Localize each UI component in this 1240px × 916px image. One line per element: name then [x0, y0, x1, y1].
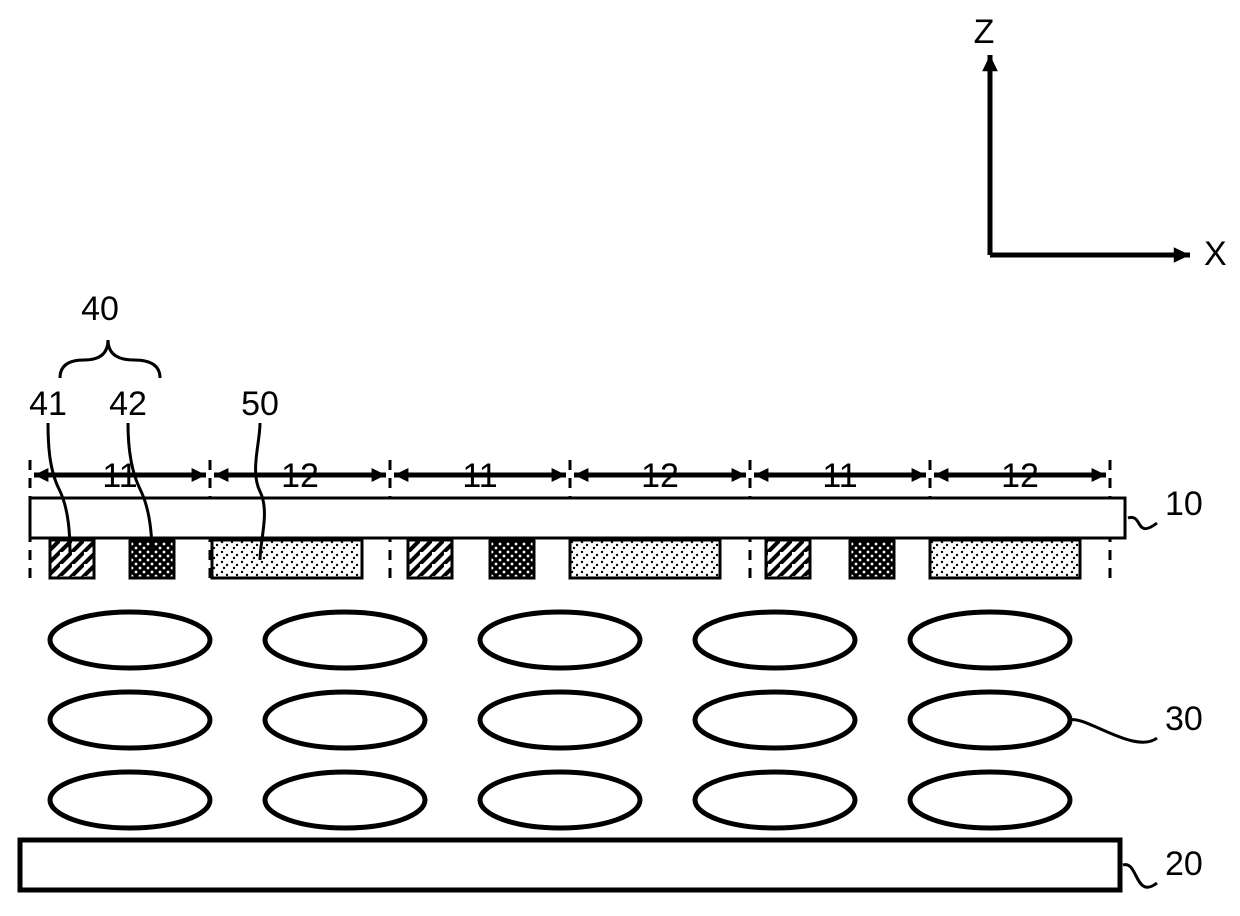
callout-40: 40	[81, 290, 119, 328]
layer-10	[30, 498, 1125, 538]
ellipse-30	[910, 772, 1070, 828]
callout-20: 20	[1165, 845, 1203, 883]
ellipse-30	[265, 612, 425, 668]
ruler-segment-label: 12	[1001, 457, 1039, 495]
block-41	[766, 540, 810, 578]
ellipse-30	[50, 692, 210, 748]
callout-30: 30	[1165, 700, 1203, 738]
ellipse-30	[480, 692, 640, 748]
brace-40	[60, 340, 160, 378]
ellipse-30	[910, 612, 1070, 668]
callout-50: 50	[241, 385, 279, 423]
ellipse-30	[695, 612, 855, 668]
ellipse-30	[480, 772, 640, 828]
ruler-segment-label: 11	[462, 457, 497, 495]
ellipse-30	[265, 692, 425, 748]
callout-42: 42	[109, 385, 147, 423]
ruler-segment-label: 11	[822, 457, 857, 495]
axis-x-label: X	[1204, 235, 1227, 273]
ellipse-30	[910, 692, 1070, 748]
ruler-segment-label: 12	[281, 457, 319, 495]
ellipse-30	[695, 772, 855, 828]
layer-20	[20, 840, 1120, 890]
block-42	[490, 540, 534, 578]
ellipse-30	[50, 612, 210, 668]
callout-41: 41	[29, 385, 67, 423]
ellipse-30	[480, 612, 640, 668]
block-41	[408, 540, 452, 578]
block-50	[212, 540, 362, 578]
block-41	[50, 540, 94, 578]
callout-10: 10	[1165, 485, 1203, 523]
block-50	[930, 540, 1080, 578]
block-42	[850, 540, 894, 578]
ellipse-30	[265, 772, 425, 828]
ruler-segment-label: 12	[641, 457, 679, 495]
block-50	[570, 540, 720, 578]
ellipse-30	[50, 772, 210, 828]
axis-z-label: Z	[974, 13, 995, 51]
ellipse-30	[695, 692, 855, 748]
